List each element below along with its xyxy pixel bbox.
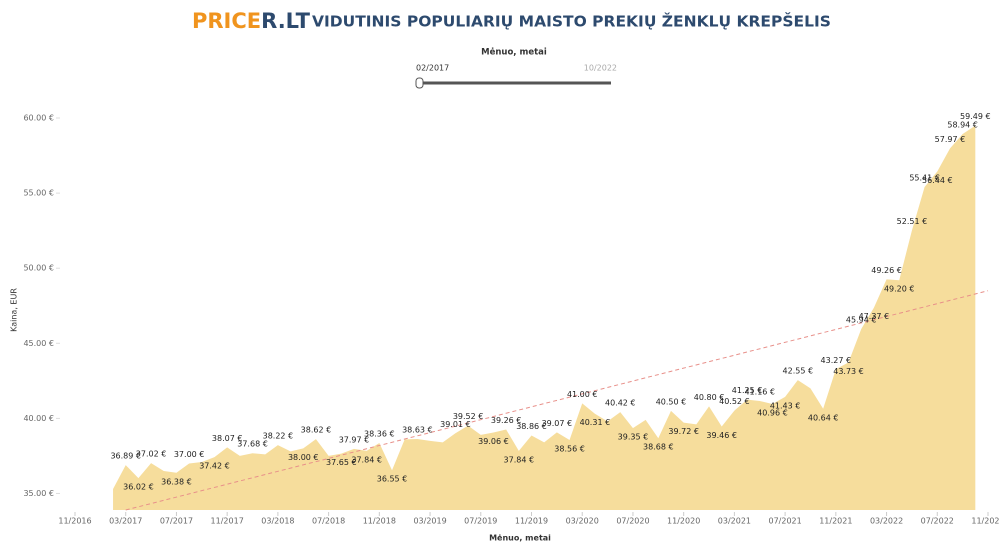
value-label: 38.56 € [554,445,585,454]
area [113,125,976,510]
x-tick-label: 11/2017 [211,517,244,526]
value-label: 37.42 € [199,462,230,471]
y-tick-label: 60.00 € [23,114,54,123]
value-label: 39.26 € [491,416,522,425]
value-label: 41.25 € [732,386,763,395]
x-tick-label: 03/2017 [109,517,142,526]
value-label: 36.89 € [110,452,141,461]
value-label: 40.64 € [808,413,839,422]
y-tick-label: 45.00 € [23,339,54,348]
value-label: 39.46 € [706,431,737,440]
value-label: 37.68 € [237,440,268,449]
x-tick-label: 11/2018 [363,517,396,526]
value-label: 39.06 € [478,437,509,446]
value-label: 38.68 € [643,443,674,452]
value-label: 39.52 € [453,412,484,421]
title: VIDUTINIS POPULIARIŲ MAISTO PREKIŲ ŽENKL… [312,12,831,31]
value-label: 41.43 € [770,401,801,410]
x-tick-label: 11/2016 [58,517,91,526]
value-label: 38.22 € [263,432,294,441]
value-label: 41.00 € [567,390,598,399]
value-label: 39.01 € [440,420,471,429]
value-label: 40.96 € [757,408,788,417]
value-label: 38.62 € [301,426,332,435]
y-axis-label: Kaina, EUR [10,288,19,332]
value-label: 56.44 € [922,176,953,185]
value-label: 43.27 € [821,356,852,365]
value-label: 38.00 € [288,453,319,462]
x-axis-label: Mėnuo, metai [489,534,551,543]
value-label: 58.94 € [947,120,978,129]
value-label: 39.07 € [542,419,573,428]
logo-part: R.LT [261,9,310,33]
plot: 35.00 € 40.00 € 45.00 € 50.00 € 55.00 € 60.00… [23,112,1000,525]
x-tick-label: 03/2020 [566,517,599,526]
value-label: 38.07 € [212,434,243,443]
value-label: 52.51 € [897,217,928,226]
x-tick-label: 11/2022 [971,517,1000,526]
value-label: 57.97 € [935,135,966,144]
value-label: 37.00 € [174,450,205,459]
value-label: 37.84 € [351,455,382,464]
value-label: 41.16 € [744,387,775,396]
value-label: 40.31 € [580,418,611,427]
x-tick-label: 11/2021 [819,517,852,526]
value-label: 55.41 € [909,173,940,182]
value-label: 49.26 € [871,266,902,275]
y-tick-label: 55.00 € [23,189,54,198]
x-tick-label: 07/2020 [616,517,649,526]
x-tick-label: 11/2020 [667,517,700,526]
x-tick-label: 03/2021 [718,517,751,526]
value-label: 38.36 € [364,430,395,439]
filter-to: 10/2022 [584,64,617,73]
x-tick-label: 03/2018 [261,517,294,526]
value-label: 40.80 € [694,393,725,402]
x-tick-label: 07/2022 [921,517,954,526]
y-tick-label: 35.00 € [23,489,54,498]
value-label: 39.35 € [618,433,649,442]
value-label: 38.86 € [516,422,547,431]
trend-line [125,290,989,511]
value-label: 40.50 € [656,397,687,406]
value-label: 36.02 € [123,483,154,492]
y-tick-label: 40.00 € [23,414,54,423]
value-label: 37.65 € [326,458,357,467]
value-label: 49.20 € [884,285,915,294]
value-label: 36.55 € [377,475,408,484]
filter-label: Mėnuo, metai [481,48,547,58]
x-tick-label: 11/2019 [515,517,548,526]
value-label: 37.02 € [136,450,167,459]
value-label: 40.52 € [719,397,750,406]
y-tick-label: 50.00 € [23,264,54,273]
x-tick-label: 07/2021 [768,517,801,526]
x-tick-label: 07/2017 [160,517,193,526]
value-label: 39.72 € [668,427,699,436]
value-label: 45.94 € [846,316,877,325]
value-label: 42.55 € [783,367,814,376]
x-tick-label: 03/2022 [870,517,903,526]
value-label: 40.42 € [605,399,636,408]
logo: PRICER.LT [192,9,311,33]
value-label: 43.73 € [833,367,864,376]
value-label: 38.63 € [402,425,433,434]
value-label: 47.37 € [859,312,890,321]
x-tick-label: 03/2019 [413,517,446,526]
value-label: 36.38 € [161,477,192,486]
value-label: 37.84 € [504,455,535,464]
value-label: 37.97 € [339,435,370,444]
x-tick-label: 07/2019 [464,517,497,526]
logo-part: PRICE [192,9,261,33]
slider-handle[interactable] [415,77,424,89]
x-tick-label: 07/2018 [312,517,345,526]
value-label: 59.49 € [960,112,991,121]
filter-from: 02/2017 [416,64,449,73]
